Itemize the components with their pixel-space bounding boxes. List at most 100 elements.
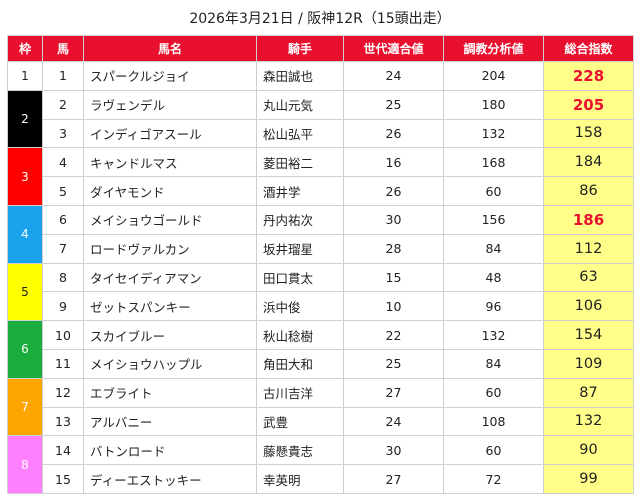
training-analysis-cell: 108 (443, 406, 544, 437)
training-analysis-cell: 132 (443, 118, 544, 149)
horse-name-cell: アルバニー (83, 406, 257, 437)
training-analysis-cell: 180 (443, 89, 544, 120)
waku-cell: 7 (7, 377, 43, 437)
jockey-cell: 丸山元気 (256, 89, 344, 120)
jockey-cell: 古川吉洋 (256, 377, 344, 408)
horse-number-cell: 11 (42, 348, 84, 379)
horse-name-cell: エブライト (83, 377, 257, 408)
total-index-cell: 106 (543, 291, 634, 322)
jockey-cell: 酒井学 (256, 176, 344, 206)
header-total-index: 総合指数 (543, 35, 634, 62)
generation-fit-cell: 15 (343, 262, 444, 293)
generation-fit-cell: 27 (343, 377, 444, 408)
total-index-cell: 87 (543, 377, 634, 408)
waku-cell: 1 (7, 61, 43, 91)
generation-fit-cell: 10 (343, 291, 444, 322)
header-horse-name: 馬名 (83, 35, 257, 62)
horse-number-cell: 10 (42, 320, 84, 350)
horse-number-cell: 7 (42, 233, 84, 264)
training-analysis-cell: 204 (443, 61, 544, 91)
horse-number-cell: 6 (42, 204, 84, 235)
table-row: 6 10 スカイブルー 秋山稔樹 22 132 154 (7, 320, 634, 379)
horse-number-cell: 13 (42, 406, 84, 437)
table-row: 8 14 バトンロード 藤懸貴志 30 60 90 (7, 435, 634, 494)
horse-name-cell: スパークルジョイ (83, 61, 257, 91)
table-row: 2 2 ラヴェンデル 丸山元気 25 180 205 (7, 89, 634, 149)
training-analysis-cell: 168 (443, 147, 544, 178)
table-row: 7 ロードヴァルカン 坂井瑠星 28 84 112 (8, 233, 634, 264)
jockey-cell: 秋山稔樹 (256, 320, 344, 350)
header-training-analysis: 調教分析値 (443, 35, 544, 62)
horse-number-cell: 2 (42, 89, 84, 120)
generation-fit-cell: 24 (343, 61, 444, 91)
total-index-cell: 63 (543, 262, 634, 293)
total-index-cell: 184 (543, 147, 634, 178)
header-waku: 枠 (7, 35, 43, 62)
jockey-cell: 田口貫太 (256, 262, 344, 293)
jockey-cell: 坂井瑠星 (256, 233, 344, 264)
horse-number-cell: 4 (42, 147, 84, 178)
horse-name-cell: ダイヤモンド (83, 176, 257, 206)
table-row: 3 インディゴアスール 松山弘平 26 132 158 (8, 118, 634, 149)
training-analysis-cell: 84 (443, 233, 544, 264)
table-row: 15 ディーエストッキー 幸英明 27 72 99 (8, 464, 634, 494)
training-analysis-cell: 132 (443, 320, 544, 350)
horse-name-cell: ゼットスパンキー (83, 291, 257, 322)
waku-cell: 3 (7, 147, 43, 206)
horse-name-cell: メイショウゴールド (83, 204, 257, 235)
table-row: 9 ゼットスパンキー 浜中俊 10 96 106 (8, 291, 634, 322)
horse-number-cell: 9 (42, 291, 84, 322)
table-row: 4 6 メイショウゴールド 丹内祐次 30 156 186 (7, 204, 634, 264)
jockey-cell: 松山弘平 (256, 118, 344, 149)
horse-name-cell: ロードヴァルカン (83, 233, 257, 264)
header-generation-fit: 世代適合値 (343, 35, 444, 62)
jockey-cell: 武豊 (256, 406, 344, 437)
training-analysis-cell: 60 (443, 176, 544, 206)
total-index-cell: 132 (543, 406, 634, 437)
header-jockey: 騎手 (256, 35, 344, 62)
table-row: 7 12 エブライト 古川吉洋 27 60 87 (7, 377, 634, 437)
table-row: 11 メイショウハップル 角田大和 25 84 109 (8, 348, 634, 379)
generation-fit-cell: 24 (343, 406, 444, 437)
training-analysis-cell: 60 (443, 435, 544, 466)
generation-fit-cell: 30 (343, 435, 444, 466)
total-index-cell: 90 (543, 435, 634, 466)
training-analysis-cell: 60 (443, 377, 544, 408)
horse-number-cell: 1 (42, 61, 84, 91)
waku-cell: 4 (7, 204, 43, 264)
table-row: 3 4 キャンドルマス 菱田裕二 16 168 184 (7, 147, 634, 206)
total-index-cell: 109 (543, 348, 634, 379)
header-horse-number: 馬 (42, 35, 84, 62)
horse-name-cell: キャンドルマス (83, 147, 257, 178)
total-index-cell: 158 (543, 118, 634, 149)
total-index-cell: 99 (543, 464, 634, 494)
generation-fit-cell: 28 (343, 233, 444, 264)
total-index-cell: 86 (543, 176, 634, 206)
waku-cell: 8 (7, 435, 43, 494)
jockey-cell: 角田大和 (256, 348, 344, 379)
generation-fit-cell: 16 (343, 147, 444, 178)
page-title: 2026年3月21日 / 阪神12R（15頭出走） (189, 11, 451, 27)
total-index-cell: 112 (543, 233, 634, 264)
jockey-cell: 藤懸貴志 (256, 435, 344, 466)
generation-fit-cell: 26 (343, 118, 444, 149)
waku-cell: 6 (7, 320, 43, 379)
header-row: 枠 馬 馬名 騎手 世代適合値 調教分析値 総合指数 (7, 35, 634, 62)
jockey-cell: 丹内祐次 (256, 204, 344, 235)
training-analysis-cell: 96 (443, 291, 544, 322)
horse-number-cell: 15 (42, 464, 84, 494)
horse-name-cell: ラヴェンデル (83, 89, 257, 120)
generation-fit-cell: 26 (343, 176, 444, 206)
generation-fit-cell: 27 (343, 464, 444, 494)
horse-number-cell: 5 (42, 176, 84, 206)
horse-name-cell: スカイブルー (83, 320, 257, 350)
horse-number-cell: 3 (42, 118, 84, 149)
generation-fit-cell: 25 (343, 348, 444, 379)
horse-name-cell: メイショウハップル (83, 348, 257, 379)
total-index-cell: 228 (543, 61, 634, 91)
generation-fit-cell: 30 (343, 204, 444, 235)
horse-number-cell: 8 (42, 262, 84, 293)
jockey-cell: 幸英明 (256, 464, 344, 494)
total-index-cell: 154 (543, 320, 634, 350)
training-analysis-cell: 156 (443, 204, 544, 235)
